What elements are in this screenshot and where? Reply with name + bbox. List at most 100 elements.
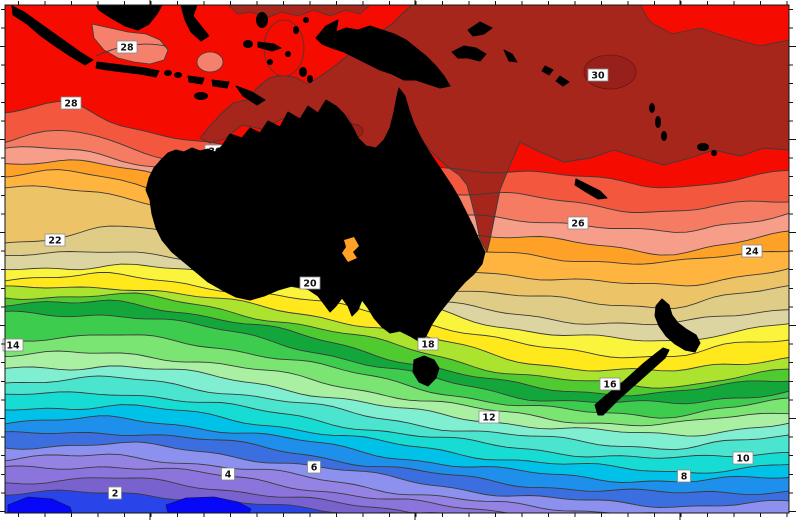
band-below-21 [5, 251, 789, 341]
contour-line-15 [4, 310, 790, 405]
band-below-6 [5, 441, 789, 513]
islet-bali [164, 70, 172, 76]
contour-label-box [2, 338, 24, 352]
contour-label-16: 16 [599, 377, 621, 391]
contour-label-box [299, 276, 321, 290]
contour-label-26: 26 [567, 216, 589, 230]
land-australia [145, 87, 486, 343]
land-flores [211, 79, 230, 89]
land-sumbawa [187, 75, 205, 85]
contour-label-text: 14 [6, 341, 20, 352]
land-seram [257, 41, 282, 52]
contour-label-box [116, 40, 138, 54]
band-below-7 [5, 431, 789, 508]
islet-aru-b [307, 75, 313, 83]
contour-line-12 [4, 365, 790, 437]
band-below-11 [5, 375, 789, 459]
contour-label-text: 24 [745, 247, 759, 258]
band-below-3 [5, 477, 789, 513]
contour-line-14 [4, 334, 790, 419]
contour-label-12: 12 [478, 410, 500, 424]
contour-line-16 [4, 299, 790, 397]
plot-frame [4, 4, 790, 514]
contour-line-6 [4, 441, 790, 509]
band-below-23 [5, 185, 789, 309]
contour-label-28: 28 [60, 96, 82, 110]
contour-line-13 [4, 350, 790, 427]
islet-island-dot-b [293, 26, 299, 34]
contour-label-20: 20 [299, 276, 321, 290]
land-tasmania [412, 355, 440, 387]
contour-label-22: 22 [44, 233, 66, 247]
contour-label-30: 30 [587, 68, 609, 82]
band-below-24 [5, 169, 789, 286]
warm-pool-overlay [91, 4, 790, 254]
map-frame [4, 4, 790, 514]
contour-label-text: 18 [421, 340, 435, 351]
land-java [95, 61, 160, 78]
contour-label-box [599, 377, 621, 391]
contour-label-18: 18 [417, 337, 439, 351]
lake-eyre [342, 237, 359, 262]
contour-label-text: 8 [681, 472, 688, 483]
contour-label-text: 4 [225, 470, 232, 481]
contour-label-box [221, 467, 235, 481]
land-masses [11, 4, 717, 416]
contour-label-box [732, 451, 754, 465]
land-new-guinea [315, 19, 451, 89]
islet-fiji-b [711, 150, 717, 156]
contour-label-text: 16 [603, 380, 617, 391]
band-below-26 [5, 146, 789, 256]
band-below-27 [5, 130, 789, 233]
contour-labels: 28 28 30 26 24 22 20 18 16 14 12 10 8 6 4 2 [2, 40, 763, 500]
contour-label-box [44, 233, 66, 247]
contour-label-box [478, 410, 500, 424]
islet-vanuatu-b [655, 116, 661, 128]
contour-label-box [108, 486, 122, 500]
land-new-caledonia [574, 178, 608, 200]
land-new-zealand-north-island [654, 298, 701, 353]
contour-label-text: 2 [112, 489, 119, 500]
contour-label-8: 8 [677, 469, 691, 483]
contour-label-box [741, 244, 763, 258]
contour-label-24: 24 [741, 244, 763, 258]
land-sumatra [11, 5, 94, 66]
contour-line-10 [4, 391, 790, 459]
contour-label-text: 30 [591, 71, 605, 82]
islet-island-dot-a [285, 51, 291, 57]
contour-line-8 [4, 415, 790, 483]
islet-vanuatu-a [649, 103, 655, 113]
islet-fiji-a [697, 143, 709, 151]
band-below-17 [5, 293, 789, 396]
band-below-14 [5, 334, 789, 426]
contour-label-box [567, 216, 589, 230]
contour-label-text: 10 [736, 454, 750, 465]
land-borneo [95, 4, 163, 31]
contour-label-text: 6 [311, 463, 318, 474]
islet-halmahera [256, 12, 268, 28]
band-below-8 [5, 415, 789, 495]
islet-buru [243, 40, 253, 48]
contour-label-text: 26 [571, 219, 585, 230]
land-timor [235, 85, 266, 106]
contour-label-box [677, 469, 691, 483]
band-below-28 [5, 101, 789, 213]
land-new-britain [451, 45, 487, 62]
contour-label-28: 28 [116, 40, 138, 54]
contour-line-7 [4, 431, 790, 496]
islet-aru-a [299, 67, 307, 77]
land-solomon-islands-a [541, 65, 554, 76]
land-new-ireland [467, 21, 493, 37]
islet-vanuatu-c [661, 131, 667, 141]
contour-label-2: 2 [108, 486, 122, 500]
band-below-16 [5, 300, 789, 404]
bali-sea-ring [196, 51, 224, 73]
islet-island-dot-c [303, 17, 309, 23]
contour-label-box [417, 337, 439, 351]
land-bougainville [503, 49, 518, 63]
contour-label-box [587, 68, 609, 82]
contour-label-6: 6 [307, 460, 321, 474]
islet-lombok [174, 72, 182, 78]
